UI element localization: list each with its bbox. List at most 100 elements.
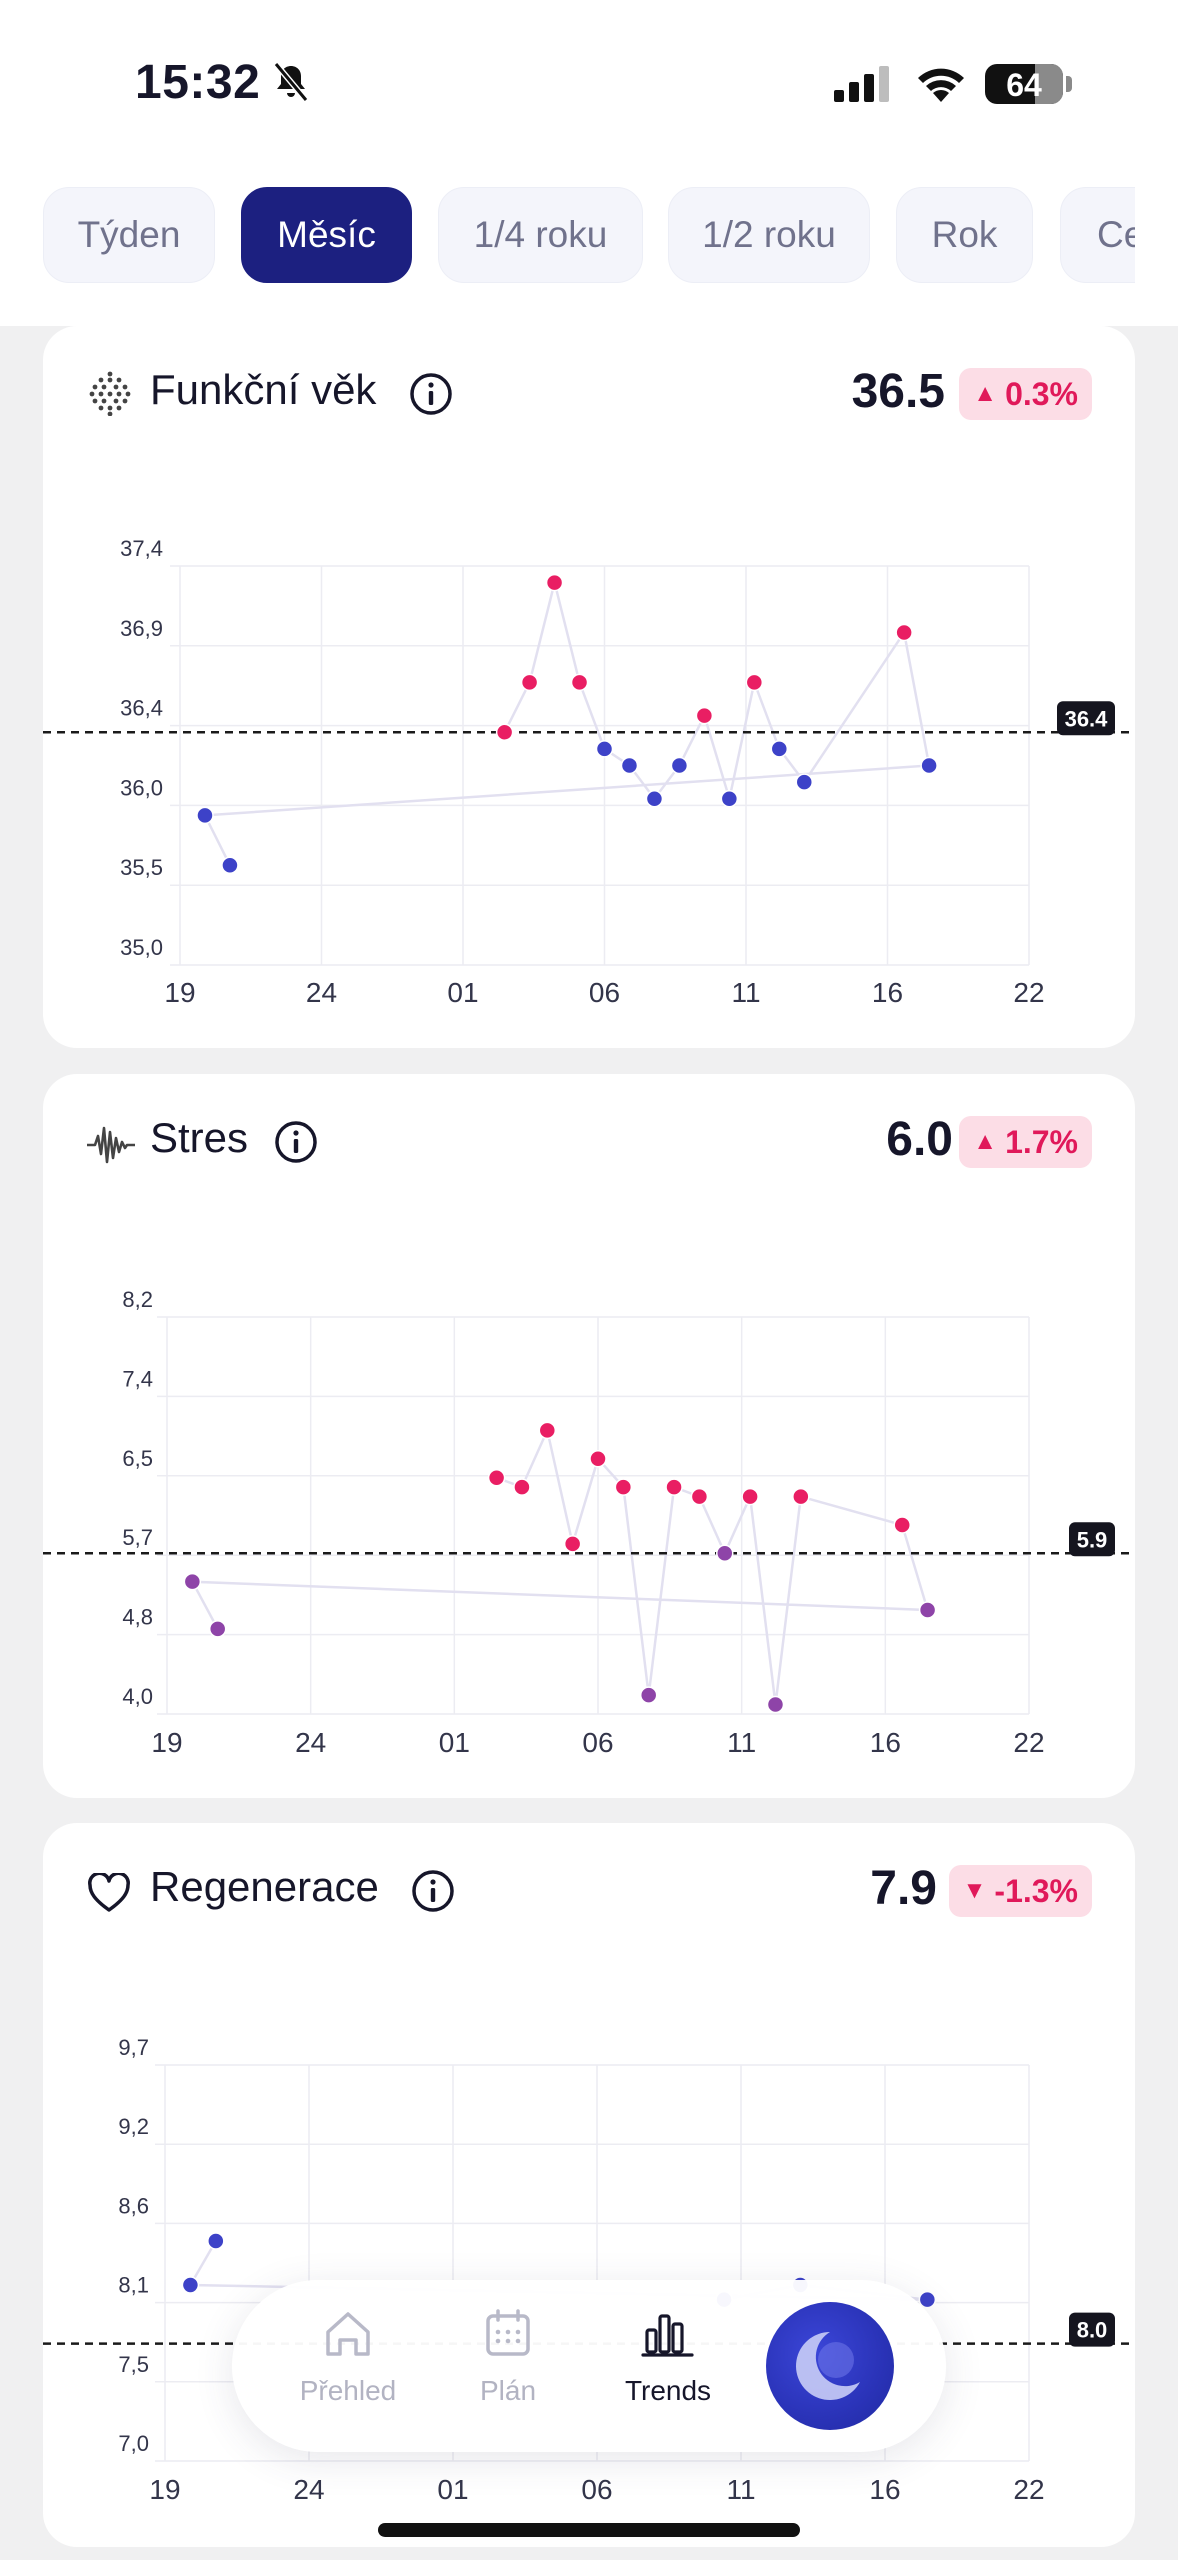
data-point xyxy=(513,1478,531,1496)
cellular-signal-icon xyxy=(834,66,889,102)
heart-icon xyxy=(88,1873,130,1912)
data-point xyxy=(181,2276,200,2294)
assistant-orb-button[interactable] xyxy=(766,2302,894,2430)
card-value: 7.9 xyxy=(870,1862,937,1915)
nav-overview[interactable]: Přehled xyxy=(273,2306,423,2407)
tab-half-year[interactable]: 1/2 roku xyxy=(668,187,870,283)
data-point xyxy=(918,2290,937,2309)
y-tick-label: 5,7 xyxy=(122,1525,153,1550)
x-tick-label: 11 xyxy=(727,1727,756,1758)
x-tick-label: 24 xyxy=(295,1727,326,1758)
x-tick-label: 22 xyxy=(1013,1727,1044,1758)
data-point xyxy=(795,773,814,791)
data-point xyxy=(745,673,764,692)
y-tick-label: 36,0 xyxy=(120,775,163,800)
data-point xyxy=(766,1695,785,1714)
x-tick-label: 01 xyxy=(439,1727,470,1758)
change-badge: ▲ 0.3% xyxy=(959,368,1092,420)
y-tick-label: 36,9 xyxy=(120,616,163,641)
nav-trends[interactable]: Trends xyxy=(593,2306,743,2407)
x-tick-label: 19 xyxy=(149,2474,180,2505)
data-point xyxy=(487,1468,506,1487)
y-tick-label: 35,0 xyxy=(120,935,163,960)
data-point xyxy=(563,1535,582,1553)
nav-label: Plán xyxy=(479,2375,537,2406)
y-tick-label: 7,0 xyxy=(118,2431,149,2456)
reference-pill xyxy=(1057,701,1115,736)
card-regeneration[interactable]: Regenerace 7.9 ▼ -1.3% 9,7 9,2 8,6 8,1 7,5 7,… xyxy=(43,1823,1135,2547)
tab-month[interactable]: Měsíc xyxy=(241,187,412,283)
change-value: -1.3% xyxy=(994,1872,1078,1909)
card-functional-age[interactable]: Funkční věk 36.5 ▲ 0.3% 37,4 36,9 36,4 36,0… xyxy=(43,326,1135,1048)
x-tick-label: 01 xyxy=(437,2474,468,2505)
card-title: Regenerace xyxy=(150,1863,379,1910)
trend-up-icon: ▲ xyxy=(973,1128,998,1155)
data-point xyxy=(895,623,913,642)
x-tick-label: 22 xyxy=(1013,2474,1044,2505)
period-tabs: Týden Měsíc 1/4 roku 1/2 roku Rok Ce xyxy=(0,160,1178,326)
change-value: 1.7% xyxy=(1005,1123,1078,1160)
trend-down-icon: ▼ xyxy=(962,1877,987,1904)
trend-up-icon: ▲ xyxy=(973,380,998,407)
tab-year[interactable]: Rok xyxy=(896,187,1033,283)
x-tick-label: 24 xyxy=(293,2474,324,2505)
data-point xyxy=(614,1478,633,1496)
x-tick-label: 19 xyxy=(151,1727,182,1758)
info-icon[interactable] xyxy=(274,1120,318,1164)
x-tick-label: 06 xyxy=(582,1727,613,1758)
data-point xyxy=(690,1487,709,1506)
x-tick-label: 19 xyxy=(164,977,195,1008)
data-point xyxy=(770,740,789,758)
info-icon[interactable] xyxy=(411,1869,455,1913)
battery-level: 64 xyxy=(1006,67,1042,103)
x-tick-label: 16 xyxy=(869,2474,900,2505)
data-point xyxy=(695,706,714,725)
y-tick-label: 8,1 xyxy=(118,2273,149,2298)
data-point xyxy=(792,1487,810,1506)
data-point xyxy=(589,1450,607,1468)
series-line xyxy=(203,582,931,866)
data-point xyxy=(221,856,239,874)
y-tick-label: 7,5 xyxy=(118,2352,149,2377)
y-tick-label: 8,2 xyxy=(122,1287,153,1312)
y-tick-label: 36,4 xyxy=(120,696,163,721)
series-line xyxy=(190,1426,930,1705)
card-value: 6.0 xyxy=(886,1113,953,1166)
card-title: Funkční věk xyxy=(150,366,377,413)
y-tick-label: 4,8 xyxy=(122,1605,153,1630)
bell-muted-icon xyxy=(273,62,309,102)
data-point xyxy=(645,790,664,808)
data-point xyxy=(208,1620,227,1638)
data-point xyxy=(716,1544,734,1563)
y-tick-label: 37,4 xyxy=(120,536,163,561)
x-tick-label: 06 xyxy=(581,2474,612,2505)
y-tick-label: 9,7 xyxy=(118,2035,149,2060)
change-badge: ▼ -1.3% xyxy=(948,1865,1092,1917)
battery-tip xyxy=(1066,76,1072,92)
y-tick-label: 8,6 xyxy=(118,2193,149,2218)
card-value: 36.5 xyxy=(851,365,945,418)
data-point xyxy=(545,573,564,592)
y-tick-label: 35,5 xyxy=(120,855,163,880)
reference-pill xyxy=(1069,2312,1115,2347)
data-point xyxy=(893,1516,911,1534)
data-point xyxy=(196,806,214,825)
tab-quarter-year[interactable]: 1/4 roku xyxy=(438,187,643,283)
x-tick-label: 06 xyxy=(589,977,620,1008)
info-icon[interactable] xyxy=(409,372,453,416)
data-point xyxy=(920,756,938,775)
status-bar: 15:32 64 xyxy=(0,0,1178,160)
data-point xyxy=(665,1478,683,1496)
data-point xyxy=(918,1601,937,1619)
card-stress[interactable]: Stres 6.0 ▲ 1.7% 8,2 7,4 6,5 5,7 4,8 4,0 19 24 0… xyxy=(43,1074,1135,1798)
x-tick-label: 11 xyxy=(726,2474,755,2505)
tab-all[interactable]: Ce xyxy=(1060,187,1135,283)
nav-plan[interactable]: Plán xyxy=(433,2306,583,2407)
data-point xyxy=(538,1421,557,1440)
x-tick-label: 22 xyxy=(1013,977,1044,1008)
tab-week[interactable]: Týden xyxy=(43,187,215,283)
nav-label: Přehled xyxy=(299,2375,397,2406)
battery-indicator: 64 xyxy=(985,64,1063,104)
home-indicator xyxy=(378,2523,800,2537)
status-time: 15:32 xyxy=(135,56,261,109)
